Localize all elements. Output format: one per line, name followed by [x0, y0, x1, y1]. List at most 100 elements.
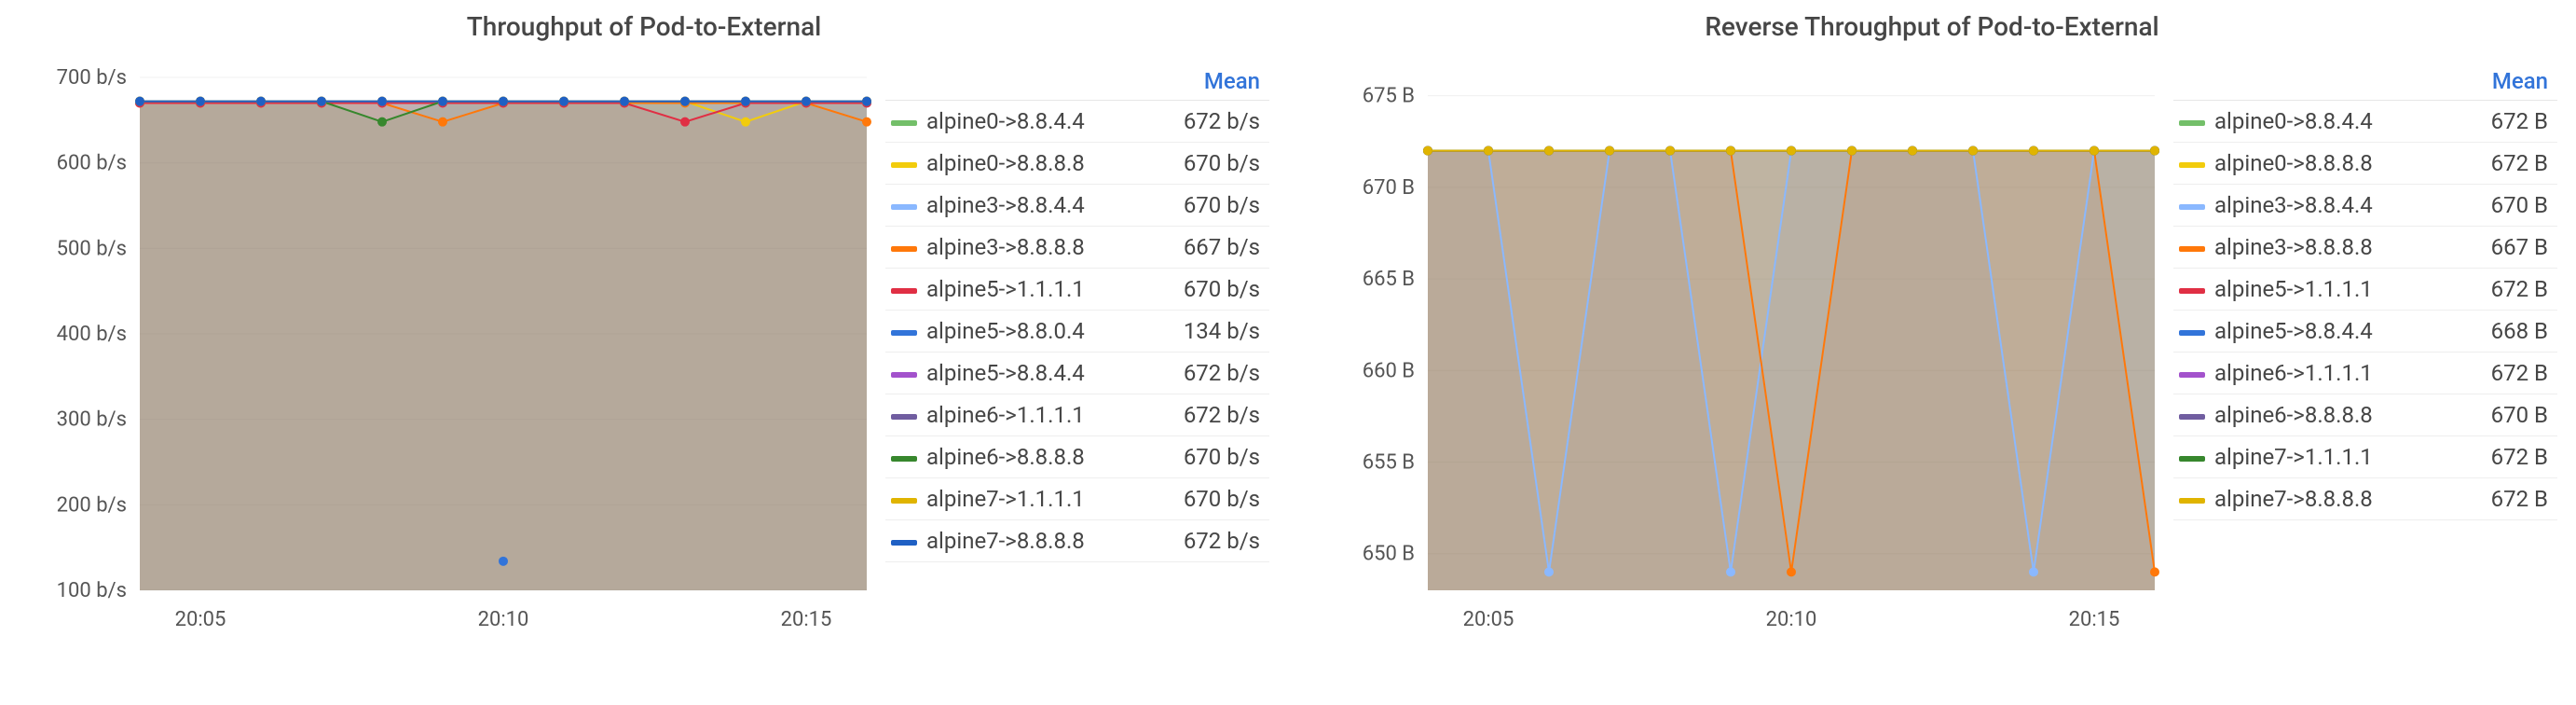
panel-reverse-throughput: Reverse Throughput of Pod-to-External 65…	[1288, 0, 2576, 705]
legend-row[interactable]: alpine6->1.1.1.1672 b/s	[885, 394, 1269, 436]
legend-label[interactable]: alpine0->8.8.8.8	[2173, 143, 2459, 185]
dashboard: Throughput of Pod-to-External 100 b/s 200…	[0, 0, 2576, 705]
panel-title: Throughput of Pod-to-External	[19, 0, 1269, 59]
legend-mean-value: 672 B	[2459, 352, 2557, 394]
legend-row[interactable]: alpine5->8.8.4.4668 B	[2173, 311, 2557, 352]
svg-text:100 b/s: 100 b/s	[57, 579, 127, 602]
legend-label[interactable]: alpine7->1.1.1.1	[2173, 436, 2459, 478]
legend-mean-value: 670 b/s	[1152, 269, 1269, 311]
legend-mean-value: 672 b/s	[1152, 394, 1269, 436]
svg-text:670 B: 670 B	[1363, 176, 1415, 200]
legend-swatch	[891, 288, 917, 294]
svg-text:20:05: 20:05	[1463, 608, 1514, 631]
legend-mean-value: 668 B	[2459, 311, 2557, 352]
legend-swatch	[891, 162, 917, 168]
legend-row[interactable]: alpine3->8.8.8.8 667 b/s	[885, 227, 1269, 269]
legend-row[interactable]: alpine0->8.8.8.8672 B	[2173, 143, 2557, 185]
legend-swatch	[2179, 330, 2205, 336]
legend-label-text: alpine5->8.8.4.4	[926, 360, 1085, 386]
line-chart[interactable]: 100 b/s200 b/s300 b/s400 b/s500 b/s600 b…	[19, 59, 876, 656]
legend-label[interactable]: alpine5->8.8.4.4	[885, 352, 1152, 394]
legend-row[interactable]: alpine7->1.1.1.1670 b/s	[885, 478, 1269, 520]
legend-row[interactable]: alpine5->8.8.4.4672 b/s	[885, 352, 1269, 394]
legend-label[interactable]: alpine5->8.8.0.4	[885, 311, 1152, 352]
legend-label[interactable]: alpine3->8.8.8.8	[2173, 227, 2459, 269]
legend-label[interactable]: alpine6->8.8.8.8	[885, 436, 1152, 478]
legend-mean-value: 667 b/s	[1152, 227, 1269, 269]
legend-label[interactable]: alpine5->1.1.1.1	[2173, 269, 2459, 311]
svg-text:200 b/s: 200 b/s	[57, 493, 127, 517]
legend-label[interactable]: alpine0->8.8.4.4	[2173, 101, 2459, 143]
legend-label[interactable]: alpine6->8.8.8.8	[2173, 394, 2459, 436]
legend-label-text: alpine7->8.8.8.8	[2214, 486, 2373, 512]
legend-label-text: alpine0->8.8.4.4	[926, 108, 1085, 134]
line-chart[interactable]: 650 B655 B660 B665 B670 B675 B20:0520:10…	[1307, 59, 2164, 656]
legend-row[interactable]: alpine6->8.8.8.8670 b/s	[885, 436, 1269, 478]
legend-mean-value: 672 B	[2459, 478, 2557, 520]
legend-label[interactable]: alpine7->8.8.8.8	[2173, 478, 2459, 520]
legend-label-text: alpine6->1.1.1.1	[2214, 360, 2373, 386]
legend[interactable]: Mean alpine0->8.8.4.4672 Balpine0->8.8.8…	[2164, 59, 2557, 520]
legend-row[interactable]: alpine7->1.1.1.1672 B	[2173, 436, 2557, 478]
legend-mean-value: 672 B	[2459, 269, 2557, 311]
svg-text:660 B: 660 B	[1363, 359, 1415, 382]
legend[interactable]: Mean alpine0->8.8.4.4672 b/salpine0->8.8…	[876, 59, 1269, 562]
legend-mean-value: 670 B	[2459, 394, 2557, 436]
legend-row[interactable]: alpine7->8.8.8.8672 b/s	[885, 520, 1269, 562]
legend-row[interactable]: alpine0->8.8.4.4672 b/s	[885, 101, 1269, 143]
legend-row[interactable]: alpine3->8.8.4.4670 b/s	[885, 185, 1269, 227]
legend-row[interactable]: alpine6->8.8.8.8 670 B	[2173, 394, 2557, 436]
legend-row[interactable]: alpine5->8.8.0.4134 b/s	[885, 311, 1269, 352]
legend-row[interactable]: alpine3->8.8.8.8667 B	[2173, 227, 2557, 269]
chart-area[interactable]: 100 b/s200 b/s300 b/s400 b/s500 b/s600 b…	[19, 59, 876, 659]
legend-header-spacer	[885, 62, 1152, 101]
legend-label[interactable]: alpine6->1.1.1.1	[2173, 352, 2459, 394]
legend-label[interactable]: alpine0->8.8.8.8	[885, 143, 1152, 185]
panel-body: 100 b/s200 b/s300 b/s400 b/s500 b/s600 b…	[19, 59, 1269, 705]
svg-text:650 B: 650 B	[1363, 543, 1415, 566]
legend-swatch	[891, 120, 917, 126]
legend-mean-value: 670 b/s	[1152, 478, 1269, 520]
legend-row[interactable]: alpine0->8.8.4.4672 B	[2173, 101, 2557, 143]
panel-title: Reverse Throughput of Pod-to-External	[1307, 0, 2557, 59]
chart-area[interactable]: 650 B655 B660 B665 B670 B675 B20:0520:10…	[1307, 59, 2164, 659]
legend-swatch	[891, 204, 917, 210]
legend-table: Mean alpine0->8.8.4.4672 Balpine0->8.8.8…	[2173, 62, 2557, 520]
legend-row[interactable]: alpine0->8.8.8.8670 b/s	[885, 143, 1269, 185]
legend-header-mean[interactable]: Mean	[2459, 62, 2557, 101]
legend-label[interactable]: alpine7->1.1.1.1	[885, 478, 1152, 520]
legend-row[interactable]: alpine3->8.8.4.4 670 B	[2173, 185, 2557, 227]
legend-row[interactable]: alpine7->8.8.8.8 672 B	[2173, 478, 2557, 520]
legend-label-text: alpine6->8.8.8.8	[2214, 402, 2373, 428]
legend-label[interactable]: alpine3->8.8.4.4	[2173, 185, 2459, 227]
legend-label[interactable]: alpine5->1.1.1.1	[885, 269, 1152, 311]
legend-row[interactable]: alpine5->1.1.1.1 670 b/s	[885, 269, 1269, 311]
legend-label[interactable]: alpine3->8.8.8.8	[885, 227, 1152, 269]
legend-label[interactable]: alpine3->8.8.4.4	[885, 185, 1152, 227]
legend-label[interactable]: alpine6->1.1.1.1	[885, 394, 1152, 436]
legend-label-text: alpine3->8.8.8.8	[926, 234, 1085, 260]
svg-text:655 B: 655 B	[1363, 451, 1415, 475]
svg-text:665 B: 665 B	[1363, 268, 1415, 291]
svg-text:20:15: 20:15	[2069, 608, 2120, 631]
legend-swatch	[2179, 372, 2205, 378]
legend-label-text: alpine5->1.1.1.1	[926, 276, 1085, 302]
legend-header-mean[interactable]: Mean	[1152, 62, 1269, 101]
legend-label[interactable]: alpine5->8.8.4.4	[2173, 311, 2459, 352]
legend-row[interactable]: alpine5->1.1.1.1 672 B	[2173, 269, 2557, 311]
legend-table: Mean alpine0->8.8.4.4672 b/salpine0->8.8…	[885, 62, 1269, 562]
legend-swatch	[2179, 288, 2205, 294]
legend-label-text: alpine7->8.8.8.8	[926, 528, 1085, 554]
legend-label[interactable]: alpine7->8.8.8.8	[885, 520, 1152, 562]
legend-mean-value: 670 b/s	[1152, 143, 1269, 185]
legend-mean-value: 670 B	[2459, 185, 2557, 227]
svg-text:20:10: 20:10	[478, 608, 529, 631]
legend-label[interactable]: alpine0->8.8.4.4	[885, 101, 1152, 143]
legend-label-text: alpine3->8.8.4.4	[2214, 192, 2373, 218]
legend-label-text: alpine5->1.1.1.1	[2214, 276, 2373, 302]
svg-text:20:05: 20:05	[175, 608, 226, 631]
legend-swatch	[891, 456, 917, 462]
legend-row[interactable]: alpine6->1.1.1.1 672 B	[2173, 352, 2557, 394]
legend-swatch	[891, 372, 917, 378]
legend-label-text: alpine0->8.8.4.4	[2214, 108, 2373, 134]
